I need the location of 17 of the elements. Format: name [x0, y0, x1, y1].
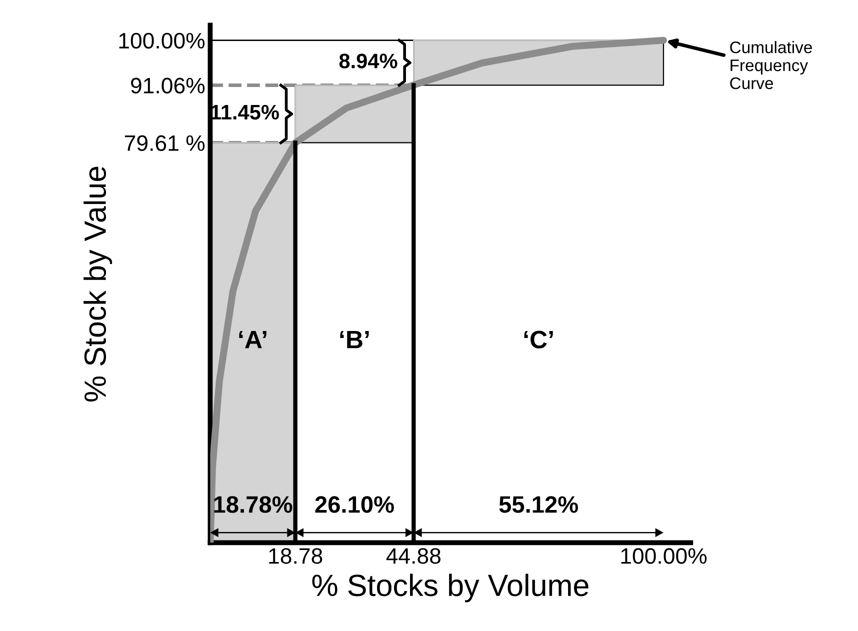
annotation: ‘A’	[239, 330, 266, 348]
annotation: 26.10%	[315, 496, 394, 513]
y-tick-label: 79.61 %	[124, 135, 205, 152]
x-tick-label: 18.78	[269, 548, 322, 564]
annotation: ‘C’	[524, 330, 553, 348]
annotation: 8.94%	[339, 54, 398, 68]
annotation: 18.78%	[214, 496, 292, 513]
y-tick-label: 100.00%	[119, 32, 205, 49]
x-axis-title: % Stocks by Volume	[312, 574, 588, 602]
annotation: Cumulative Frequency Curve	[730, 41, 812, 90]
x-tick-label: 100.00%	[621, 548, 707, 564]
annotation: ‘B’	[340, 330, 369, 348]
y-tick-label: 91.06%	[131, 78, 205, 94]
annotation: 11.45%	[211, 104, 279, 120]
x-tick-label: 44.88	[386, 548, 440, 564]
y-axis-title: % Stock by Value	[84, 166, 112, 402]
annotation: 55.12%	[499, 496, 578, 513]
